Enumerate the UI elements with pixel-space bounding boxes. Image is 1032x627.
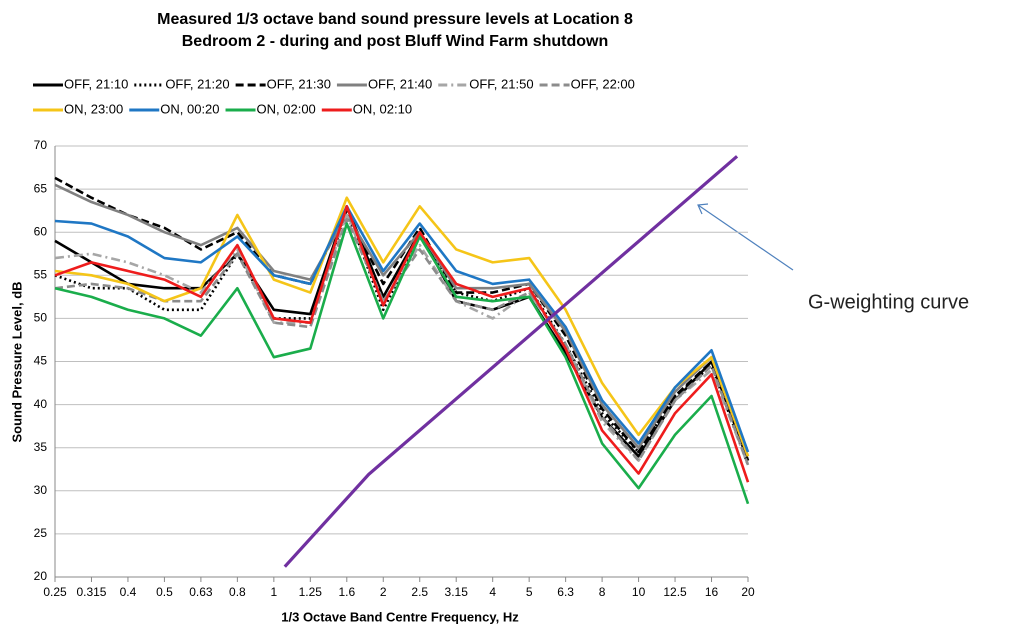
y-tick-label: 30	[34, 483, 48, 497]
x-tick-label: 0.8	[229, 585, 246, 599]
x-tick-label: 0.315	[76, 585, 106, 599]
legend-label: OFF, 22:00	[571, 76, 635, 91]
series-line	[54, 176, 750, 462]
y-tick-label: 70	[34, 138, 48, 152]
series-line	[54, 213, 750, 466]
annotation-arrowhead	[697, 203, 709, 215]
legend-label: ON, 00:20	[160, 101, 219, 116]
legend-label: ON, 23:00	[64, 101, 123, 116]
x-tick-label: 1.6	[338, 585, 355, 599]
series-line	[54, 205, 750, 462]
series-line	[54, 183, 750, 457]
x-tick-label: 16	[705, 585, 719, 599]
legend-label: OFF, 21:30	[267, 76, 331, 91]
y-tick-label: 65	[34, 181, 48, 195]
legend-label: OFF, 21:20	[165, 76, 229, 91]
legend-label: OFF, 21:50	[469, 76, 533, 91]
x-tick-label: 20	[741, 585, 755, 599]
x-tick-label: 0.25	[43, 585, 67, 599]
legend-label: ON, 02:10	[353, 101, 412, 116]
series-line	[54, 222, 750, 505]
chart-subtitle: Bedroom 2 - during and post Bluff Wind F…	[182, 33, 609, 50]
x-tick-label: 6.3	[557, 585, 574, 599]
legend-label: OFF, 21:40	[368, 76, 432, 91]
series-line	[54, 205, 750, 453]
y-tick-label: 60	[34, 224, 48, 238]
x-tick-label: 0.63	[189, 585, 213, 599]
x-tick-label: 1	[270, 585, 277, 599]
x-tick-label: 12.5	[663, 585, 687, 599]
x-tick-label: 3.15	[445, 585, 469, 599]
series-line	[54, 196, 750, 457]
series-line	[54, 205, 750, 483]
x-tick-label: 0.4	[120, 585, 137, 599]
x-tick-label: 2.5	[411, 585, 428, 599]
annotation: G-weighting curve	[808, 291, 969, 313]
y-tick-label: 40	[34, 397, 48, 411]
annotation-arrow	[697, 204, 794, 271]
x-tick-label: 1.25	[299, 585, 323, 599]
y-tick-label: 55	[34, 267, 48, 281]
g-weighting-curve	[283, 155, 739, 568]
y-tick-label: 45	[34, 354, 48, 368]
y-tick-label: 20	[34, 569, 48, 583]
legend-label: OFF, 21:10	[64, 76, 128, 91]
y-axis-label: Sound Pressure Level, dB	[9, 281, 24, 442]
x-tick-label: 5	[526, 585, 533, 599]
legend-label: ON, 02:00	[257, 101, 316, 116]
x-tick-label: 8	[599, 585, 606, 599]
y-tick-label: 50	[34, 311, 48, 325]
chart-title: Measured 1/3 octave band sound pressure …	[157, 11, 633, 28]
y-tick-label: 35	[34, 440, 48, 454]
y-tick-label: 25	[34, 526, 48, 540]
x-tick-label: 4	[489, 585, 496, 599]
x-tick-label: 2	[380, 585, 387, 599]
x-tick-label: 0.5	[156, 585, 173, 599]
x-axis-label: 1/3 Octave Band Centre Frequency, Hz	[281, 609, 519, 624]
x-tick-label: 10	[632, 585, 646, 599]
